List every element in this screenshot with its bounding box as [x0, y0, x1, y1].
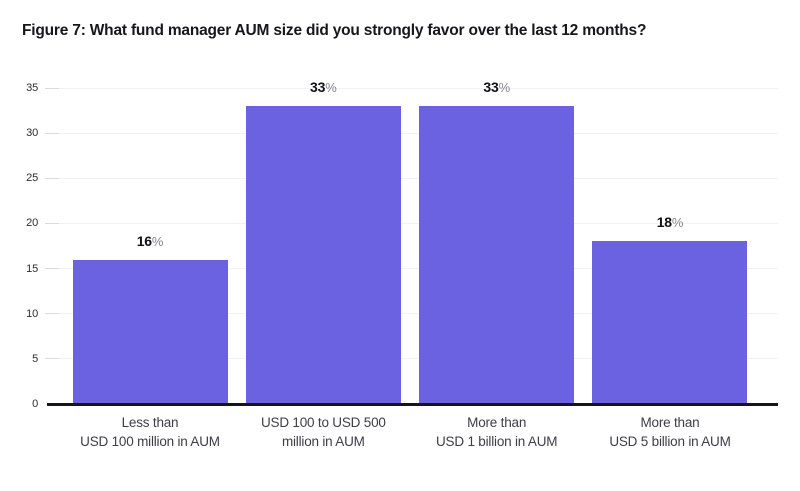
y-gridline [47, 222, 778, 224]
category-label: USD 100 to USD 500 million in AUM [237, 413, 409, 451]
y-tick-mark [45, 222, 59, 224]
bar-value-label: 18% [610, 214, 730, 230]
y-axis-tick-label: 20 [26, 217, 38, 230]
category-label-line: More than [640, 415, 700, 430]
bar-4 [592, 241, 748, 404]
bar-value-label: 16% [90, 233, 210, 249]
y-tick-mark [45, 177, 59, 179]
y-axis-tick-label: 10 [26, 307, 38, 320]
y-axis-tick-label: 5 [32, 352, 38, 365]
x-axis-baseline [47, 403, 778, 406]
bar-value-label: 33% [263, 79, 383, 95]
y-tick-mark [45, 132, 59, 134]
y-axis-tick-label: 35 [26, 82, 38, 94]
bar-value-label: 33% [437, 79, 557, 95]
y-tick-mark [45, 313, 59, 315]
category-label-line: USD 100 to USD 500 [260, 415, 386, 430]
bar-value-number: 16 [136, 232, 152, 249]
category-label-line: Less than [121, 415, 179, 430]
y-gridline [47, 358, 778, 360]
bar-value-percent-sign: % [498, 80, 511, 96]
category-label-line: USD 5 billion in AUM [609, 434, 731, 449]
y-axis-tick-label: 25 [26, 172, 38, 185]
y-gridline [47, 87, 778, 89]
bar-value-percent-sign: % [151, 233, 164, 249]
bar-value-number: 33 [483, 79, 499, 96]
bar-value-percent-sign: % [671, 215, 684, 231]
category-label: More than USD 5 billion in AUM [584, 413, 756, 451]
bar-value-number: 33 [310, 79, 326, 96]
y-tick-mark [45, 87, 59, 89]
y-axis-tick-label: 0 [32, 398, 38, 410]
category-label-line: USD 100 million in AUM [80, 434, 220, 449]
category-label-line: million in AUM [281, 434, 365, 449]
y-axis-tick-label: 15 [26, 262, 38, 275]
category-label: More than USD 1 billion in AUM [411, 413, 583, 451]
chart-title: Figure 7: What fund manager AUM size did… [22, 22, 647, 39]
y-gridline [47, 313, 778, 315]
bar-2 [245, 106, 401, 404]
bar-value-percent-sign: % [325, 80, 337, 96]
y-tick-mark [45, 358, 59, 360]
y-gridline [47, 132, 778, 134]
y-gridline [47, 268, 778, 270]
bar-1 [72, 259, 228, 404]
category-label: Less than USD 100 million in AUM [64, 413, 236, 451]
category-label-line: More than [467, 415, 527, 430]
bar-3 [419, 106, 575, 404]
category-label-line: USD 1 billion in AUM [436, 434, 558, 449]
y-axis-tick-label: 30 [26, 127, 38, 140]
bar-value-number: 18 [656, 214, 672, 231]
y-gridline [47, 177, 778, 179]
y-tick-mark [45, 268, 59, 270]
